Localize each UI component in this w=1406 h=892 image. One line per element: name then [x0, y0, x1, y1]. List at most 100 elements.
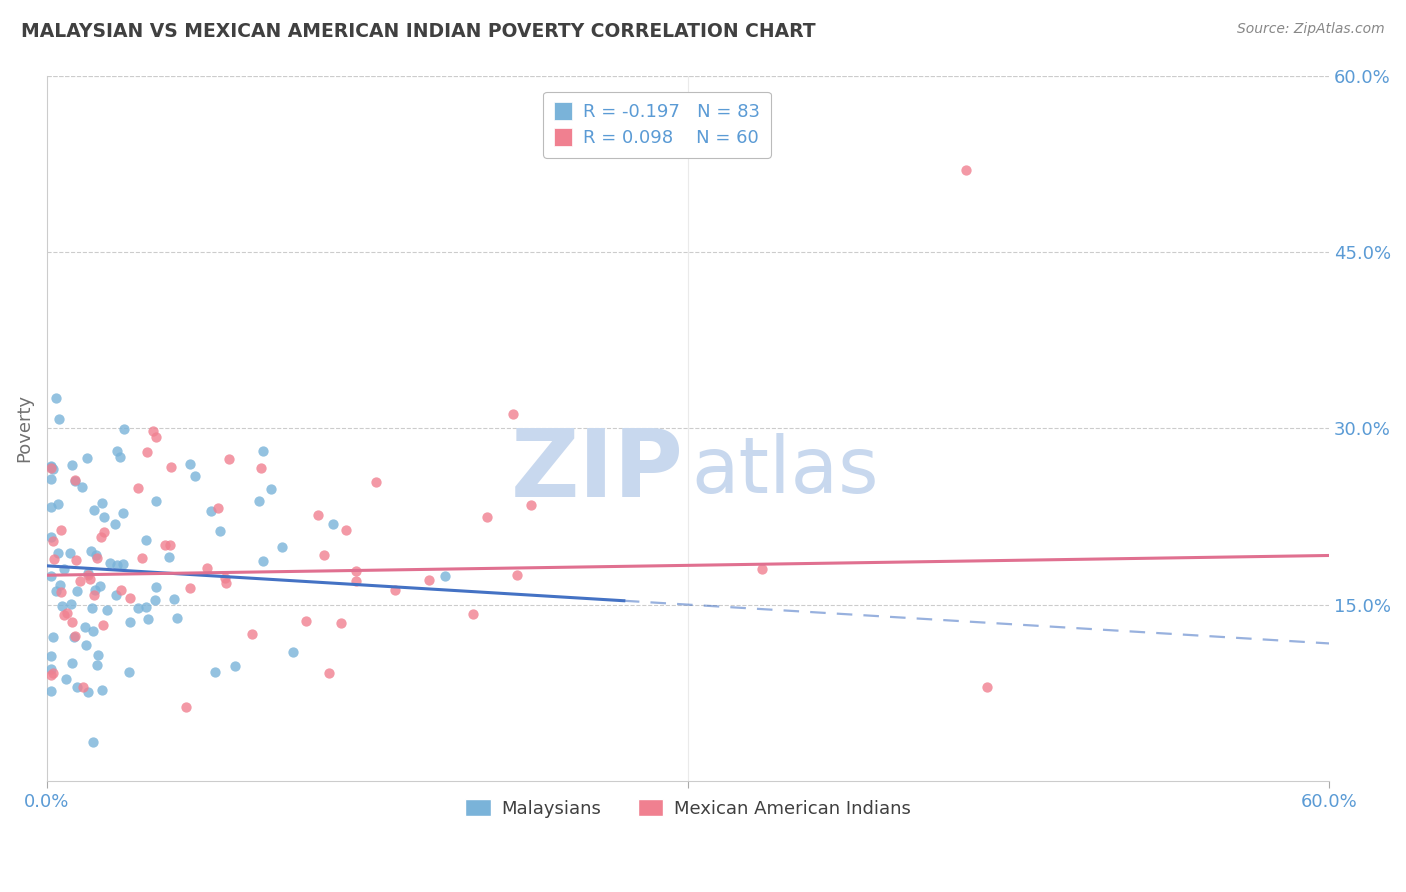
Point — [39, 648, 62, 663]
Point — [86, 550, 108, 565]
Point — [179, 581, 201, 595]
Point — [136, 445, 159, 459]
Point — [105, 558, 128, 572]
Point — [62, 458, 84, 472]
Point — [247, 493, 270, 508]
Point — [76, 567, 98, 582]
Point — [295, 614, 318, 628]
Point — [39, 568, 62, 582]
Point — [335, 523, 357, 537]
Point — [179, 457, 201, 471]
Point — [751, 561, 773, 575]
Point — [318, 666, 340, 681]
Point — [157, 550, 180, 565]
Text: Source: ZipAtlas.com: Source: ZipAtlas.com — [1237, 22, 1385, 37]
Point — [39, 530, 62, 544]
Point — [111, 506, 134, 520]
Point — [143, 593, 166, 607]
Point — [69, 574, 91, 589]
Point — [128, 481, 150, 495]
Point — [218, 451, 240, 466]
Point — [42, 533, 65, 548]
Point — [307, 508, 329, 523]
Point — [39, 667, 62, 681]
Point — [502, 407, 524, 421]
Point — [49, 577, 72, 591]
Point — [90, 530, 112, 544]
Point — [976, 680, 998, 694]
Text: MALAYSIAN VS MEXICAN AMERICAN INDIAN POVERTY CORRELATION CHART: MALAYSIAN VS MEXICAN AMERICAN INDIAN POV… — [21, 22, 815, 41]
Point — [51, 584, 73, 599]
Point — [72, 680, 94, 694]
Point — [105, 588, 128, 602]
Point — [45, 392, 67, 406]
Point — [93, 510, 115, 524]
Point — [51, 599, 73, 613]
Point — [197, 561, 219, 575]
Point — [65, 553, 87, 567]
Point — [55, 673, 77, 687]
Point — [131, 550, 153, 565]
Point — [75, 620, 97, 634]
Point — [42, 552, 65, 566]
Point — [207, 501, 229, 516]
Point — [96, 603, 118, 617]
Point — [83, 502, 105, 516]
Point — [45, 583, 67, 598]
Point — [59, 545, 82, 559]
Point — [162, 591, 184, 606]
Point — [86, 648, 108, 663]
Point — [79, 573, 101, 587]
Point — [39, 500, 62, 515]
Point — [60, 615, 83, 629]
Point — [208, 524, 231, 538]
Point — [75, 639, 97, 653]
Point — [84, 548, 107, 562]
Point — [60, 597, 83, 611]
Point — [384, 582, 406, 597]
Point — [77, 685, 100, 699]
Point — [108, 450, 131, 464]
Point — [214, 575, 236, 590]
Point — [322, 516, 344, 531]
Point — [63, 474, 86, 488]
Point — [520, 498, 543, 512]
Point — [39, 684, 62, 698]
Point — [329, 615, 352, 630]
Point — [127, 600, 149, 615]
Point — [145, 494, 167, 508]
Point — [91, 618, 114, 632]
Point — [76, 451, 98, 466]
Point — [65, 583, 87, 598]
Point — [39, 472, 62, 486]
Point — [103, 517, 125, 532]
Point — [174, 700, 197, 714]
Point — [134, 533, 156, 547]
Point — [214, 571, 236, 585]
Point — [80, 601, 103, 615]
Point — [955, 162, 977, 177]
Point — [240, 627, 263, 641]
Point — [312, 548, 335, 562]
Point — [100, 556, 122, 570]
Point — [159, 459, 181, 474]
Point — [346, 564, 368, 578]
Point — [82, 735, 104, 749]
Point — [55, 607, 77, 621]
Point — [39, 460, 62, 475]
Point — [224, 658, 246, 673]
Point — [62, 630, 84, 644]
Point — [506, 568, 529, 582]
Text: ZIP: ZIP — [512, 425, 685, 516]
Point — [112, 422, 135, 436]
Point — [110, 582, 132, 597]
Point — [39, 661, 62, 675]
Point — [434, 569, 457, 583]
Point — [250, 461, 273, 475]
Point — [136, 612, 159, 626]
Point — [60, 657, 83, 671]
Point — [91, 682, 114, 697]
Point — [52, 608, 75, 623]
Point — [39, 459, 62, 474]
Point — [461, 607, 484, 622]
